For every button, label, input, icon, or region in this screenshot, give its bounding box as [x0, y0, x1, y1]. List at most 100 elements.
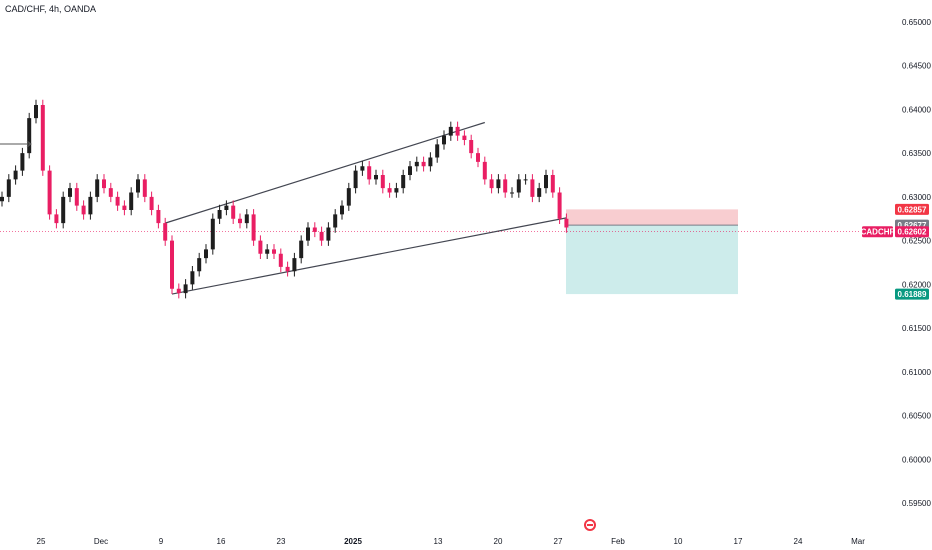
candle[interactable]: [496, 174, 501, 194]
event-marker-icon[interactable]: [584, 519, 596, 531]
candle[interactable]: [442, 130, 446, 150]
candle[interactable]: [353, 165, 358, 194]
candle[interactable]: [95, 174, 100, 203]
candle[interactable]: [81, 200, 86, 220]
candle[interactable]: [414, 156, 419, 172]
candle[interactable]: [34, 99, 38, 124]
candle[interactable]: [387, 182, 392, 198]
candle[interactable]: [380, 169, 385, 194]
price-axis: 0.65000 0.64500 0.64000 0.63500 0.63000 0.625…: [902, 18, 931, 508]
candle[interactable]: [333, 209, 338, 233]
candle[interactable]: [183, 279, 188, 299]
trendline[interactable]: [171, 217, 567, 295]
candle-body: [20, 153, 25, 171]
candle[interactable]: [40, 99, 45, 176]
candle[interactable]: [217, 204, 222, 224]
stop-zone[interactable]: [566, 209, 738, 226]
candle[interactable]: [163, 217, 168, 246]
candle[interactable]: [244, 209, 249, 229]
candle-body: [272, 249, 276, 254]
candle[interactable]: [285, 261, 290, 277]
candle[interactable]: [510, 187, 514, 198]
candle[interactable]: [394, 182, 399, 198]
candle[interactable]: [210, 213, 215, 255]
candle[interactable]: [170, 235, 174, 294]
candle[interactable]: [136, 174, 140, 198]
candle[interactable]: [190, 266, 195, 290]
candle[interactable]: [265, 244, 270, 259]
candle[interactable]: [54, 209, 59, 229]
candle[interactable]: [408, 161, 412, 181]
candle[interactable]: [319, 226, 324, 246]
candle[interactable]: [197, 252, 202, 277]
candle[interactable]: [360, 161, 365, 176]
candle[interactable]: [129, 187, 134, 216]
candle-body: [503, 179, 508, 193]
candle[interactable]: [74, 182, 79, 211]
candle[interactable]: [108, 182, 113, 203]
candle[interactable]: [557, 187, 562, 224]
candle[interactable]: [435, 139, 440, 163]
trendline[interactable]: [165, 121, 485, 224]
candle[interactable]: [204, 244, 208, 264]
candle[interactable]: [251, 209, 256, 246]
candle[interactable]: [367, 161, 372, 185]
candle[interactable]: [462, 130, 467, 146]
candle[interactable]: [489, 174, 494, 194]
candle[interactable]: [503, 174, 508, 198]
price-tick-label: 0.64500: [902, 62, 931, 71]
candle[interactable]: [61, 191, 66, 229]
candle[interactable]: [306, 222, 310, 246]
target-zone[interactable]: [566, 225, 738, 295]
candle[interactable]: [258, 235, 263, 259]
candle[interactable]: [115, 191, 120, 211]
candle[interactable]: [122, 200, 127, 216]
candle[interactable]: [13, 165, 18, 185]
candle[interactable]: [537, 182, 542, 203]
position-zones: [0, 209, 862, 295]
candle[interactable]: [149, 191, 154, 216]
candle[interactable]: [482, 156, 487, 185]
candle[interactable]: [292, 252, 297, 277]
candle[interactable]: [238, 213, 242, 229]
time-axis: 25 Dec 9 16 23 2025 13 20 27 Feb 10 17 24 Mar: [37, 537, 866, 546]
candle[interactable]: [27, 112, 32, 159]
candle[interactable]: [516, 174, 521, 198]
candle[interactable]: [421, 156, 426, 172]
candle[interactable]: [544, 169, 548, 194]
candle[interactable]: [278, 248, 283, 273]
candle-body: [61, 196, 66, 224]
candle[interactable]: [88, 191, 93, 220]
candle[interactable]: [428, 152, 433, 172]
candle[interactable]: [272, 244, 276, 259]
candle[interactable]: [455, 121, 460, 141]
candle[interactable]: [156, 204, 161, 229]
candle[interactable]: [401, 169, 406, 194]
candle[interactable]: [20, 147, 25, 176]
candle[interactable]: [102, 174, 106, 194]
candle[interactable]: [0, 191, 4, 207]
candle[interactable]: [346, 182, 351, 211]
candle[interactable]: [299, 235, 304, 264]
candle[interactable]: [523, 174, 528, 185]
candle[interactable]: [550, 169, 555, 198]
candle[interactable]: [6, 174, 11, 203]
candle[interactable]: [312, 222, 317, 238]
candle[interactable]: [448, 121, 453, 141]
candle[interactable]: [142, 174, 147, 203]
candle[interactable]: [469, 134, 474, 159]
candle-body: [102, 179, 106, 189]
candle[interactable]: [476, 147, 480, 168]
candle[interactable]: [340, 200, 344, 220]
candle[interactable]: [176, 283, 181, 299]
candle[interactable]: [47, 165, 52, 220]
candle[interactable]: [374, 169, 378, 185]
candle[interactable]: [530, 174, 535, 203]
candle[interactable]: [68, 182, 72, 203]
candle[interactable]: [564, 213, 569, 233]
candle[interactable]: [231, 200, 236, 224]
candle[interactable]: [326, 222, 331, 246]
candle[interactable]: [224, 200, 229, 216]
candle-body: [156, 210, 161, 224]
